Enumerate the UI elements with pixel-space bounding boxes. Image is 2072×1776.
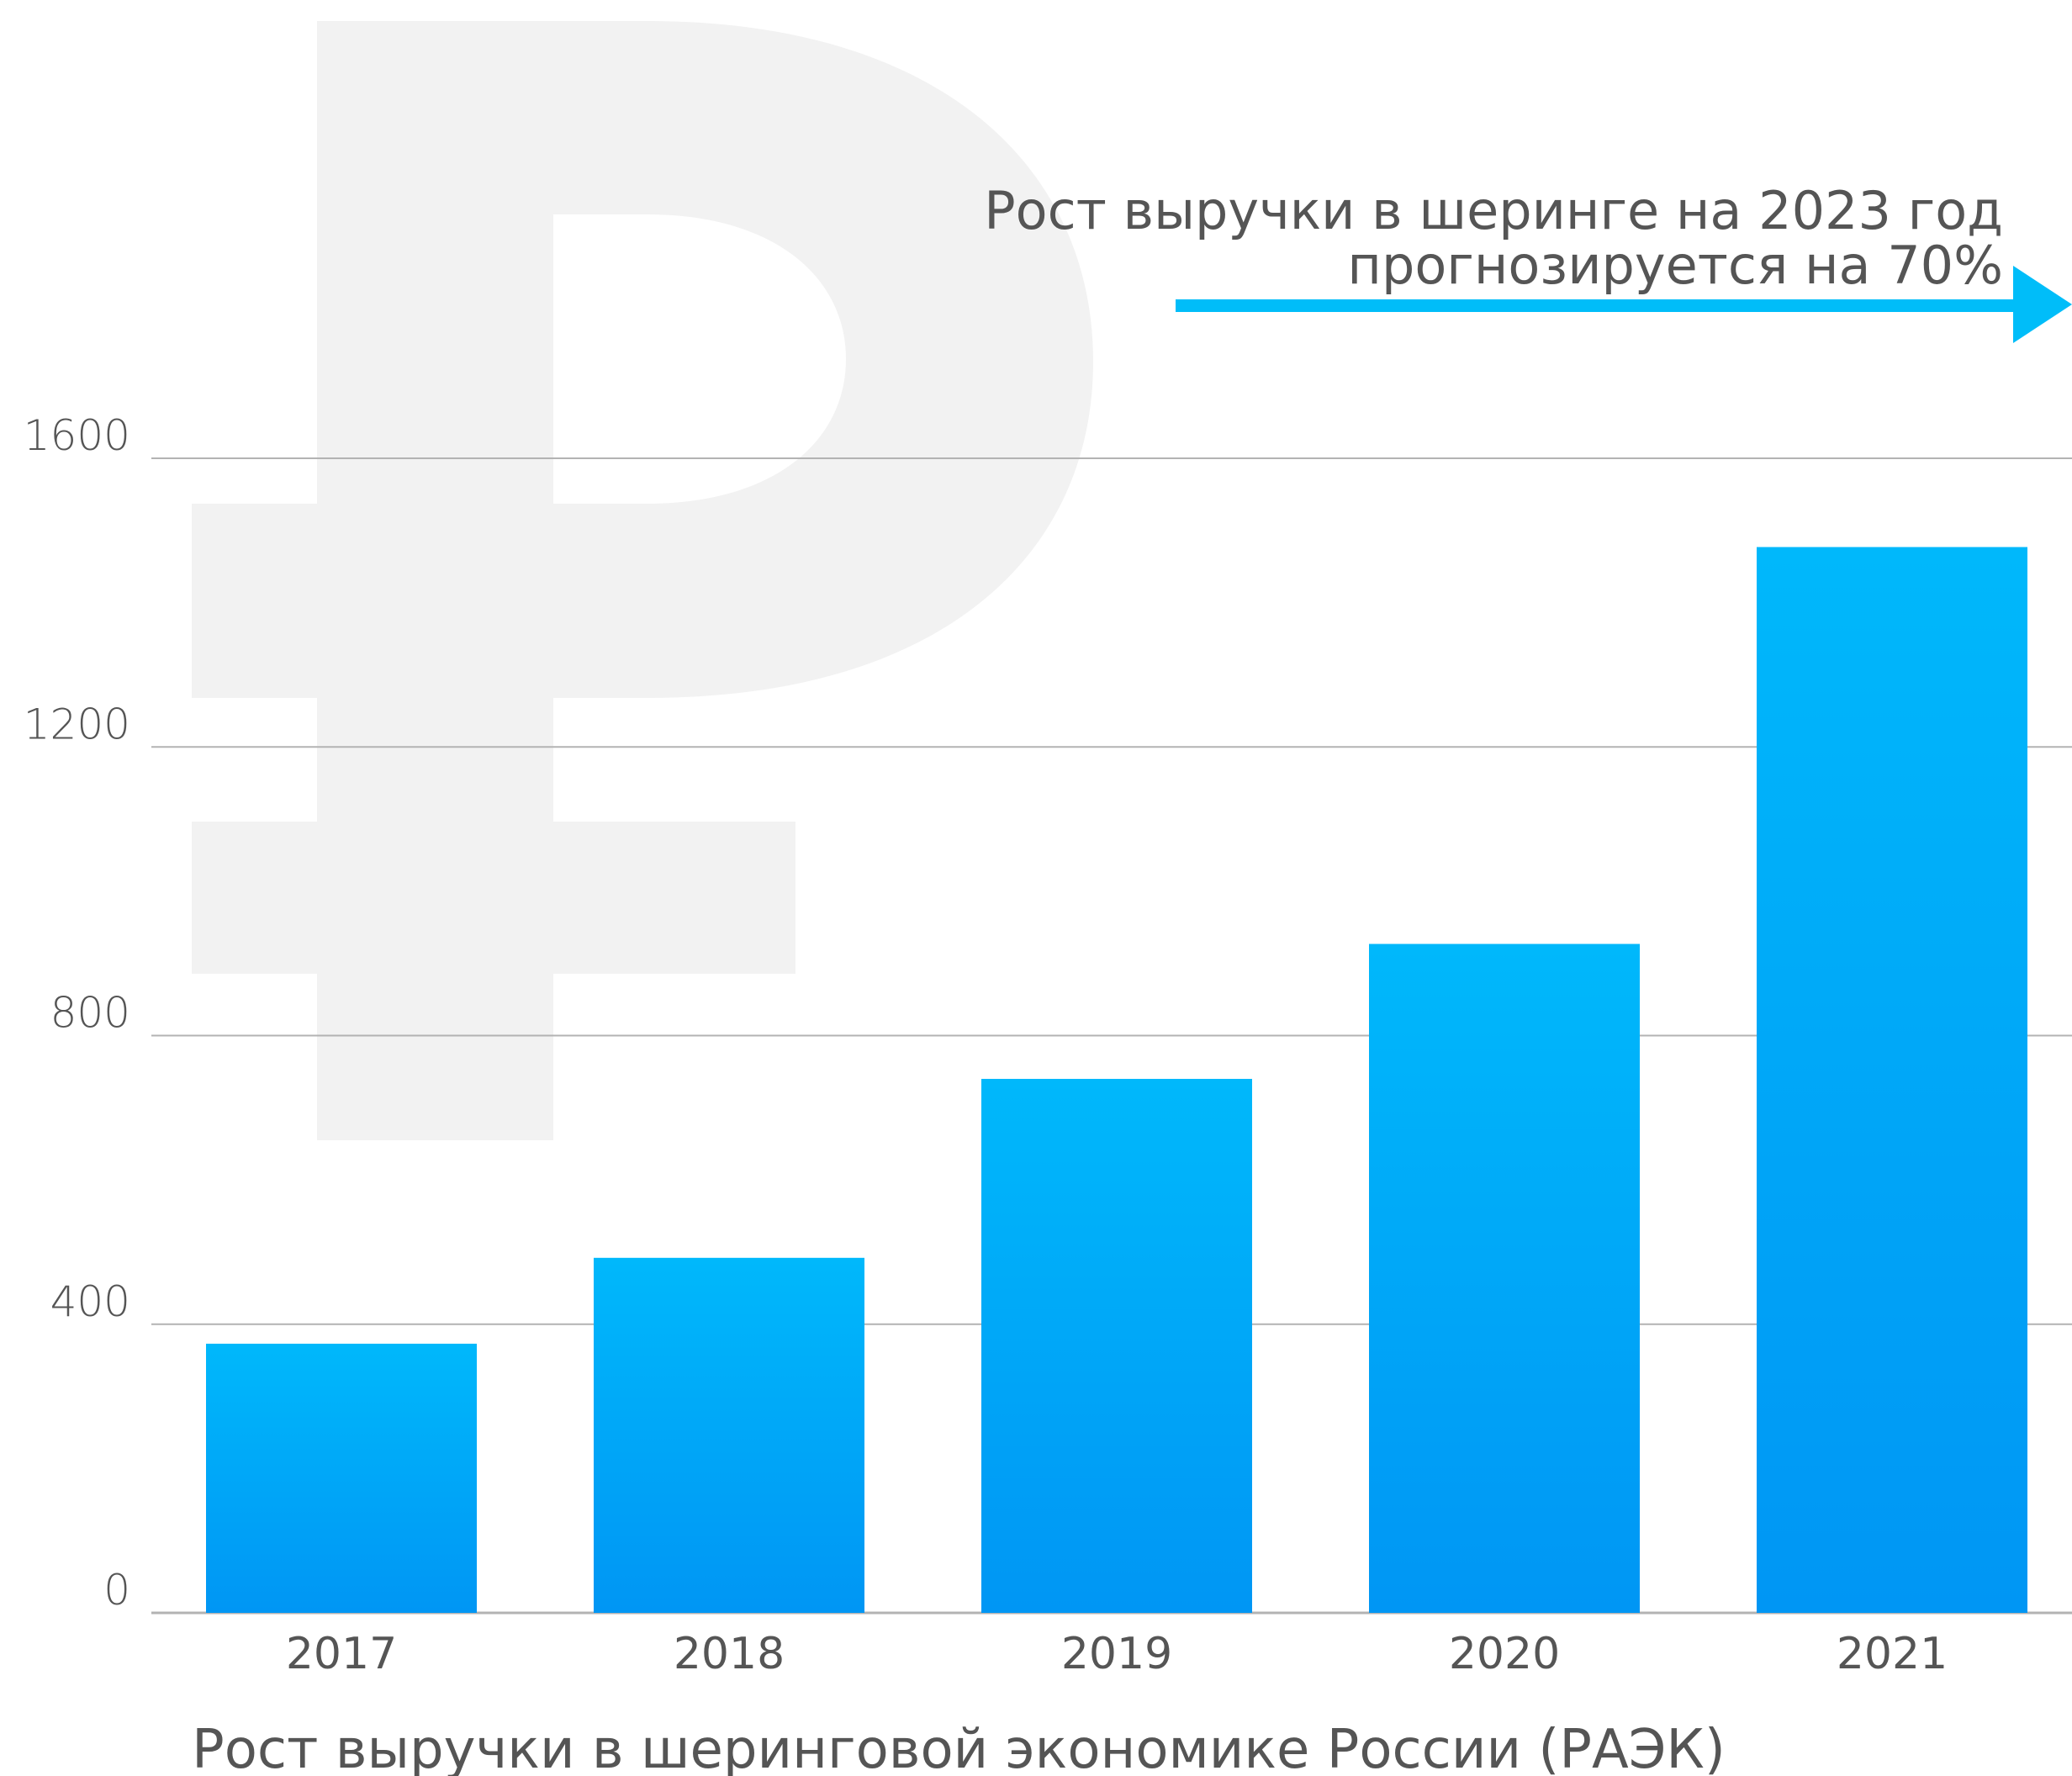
x-tick-label: 2021 bbox=[1837, 1629, 1948, 1679]
bar-2017 bbox=[206, 1343, 477, 1613]
y-tick-label: 0 bbox=[103, 1566, 130, 1615]
arrow-right-icon bbox=[1176, 266, 2072, 343]
annotation-line-1: Рост выручки в шеринге на 2023 год bbox=[984, 180, 2003, 241]
x-tick-label: 2019 bbox=[1061, 1629, 1172, 1679]
x-axis-ticks: 2017 2018 2019 2020 2021 bbox=[286, 1629, 1948, 1679]
x-tick-label: 2020 bbox=[1449, 1629, 1560, 1679]
x-tick-label: 2017 bbox=[286, 1629, 397, 1679]
y-tick-label: 400 bbox=[50, 1277, 130, 1326]
y-tick-label: 800 bbox=[50, 989, 130, 1038]
x-tick-label: 2018 bbox=[674, 1629, 785, 1679]
growth-annotation: Рост выручки в шеринге на 2023 год прогн… bbox=[984, 180, 2072, 343]
y-axis-ticks: 0 400 800 1200 1600 bbox=[24, 411, 130, 1615]
bars bbox=[206, 547, 2027, 1614]
y-tick-label: 1600 bbox=[24, 411, 130, 460]
bar-2020 bbox=[1369, 944, 1640, 1613]
chart-caption: Рост выручки в шеринговой экономике Росс… bbox=[192, 1719, 1726, 1776]
bar-2021 bbox=[1757, 547, 2027, 1614]
bar-2019 bbox=[981, 1078, 1252, 1613]
bar-2018 bbox=[594, 1257, 864, 1613]
y-tick-label: 1200 bbox=[24, 700, 130, 748]
ruble-watermark-icon bbox=[192, 21, 1093, 1140]
annotation-line-2: прогнозируется на 70% bbox=[1347, 235, 2003, 296]
